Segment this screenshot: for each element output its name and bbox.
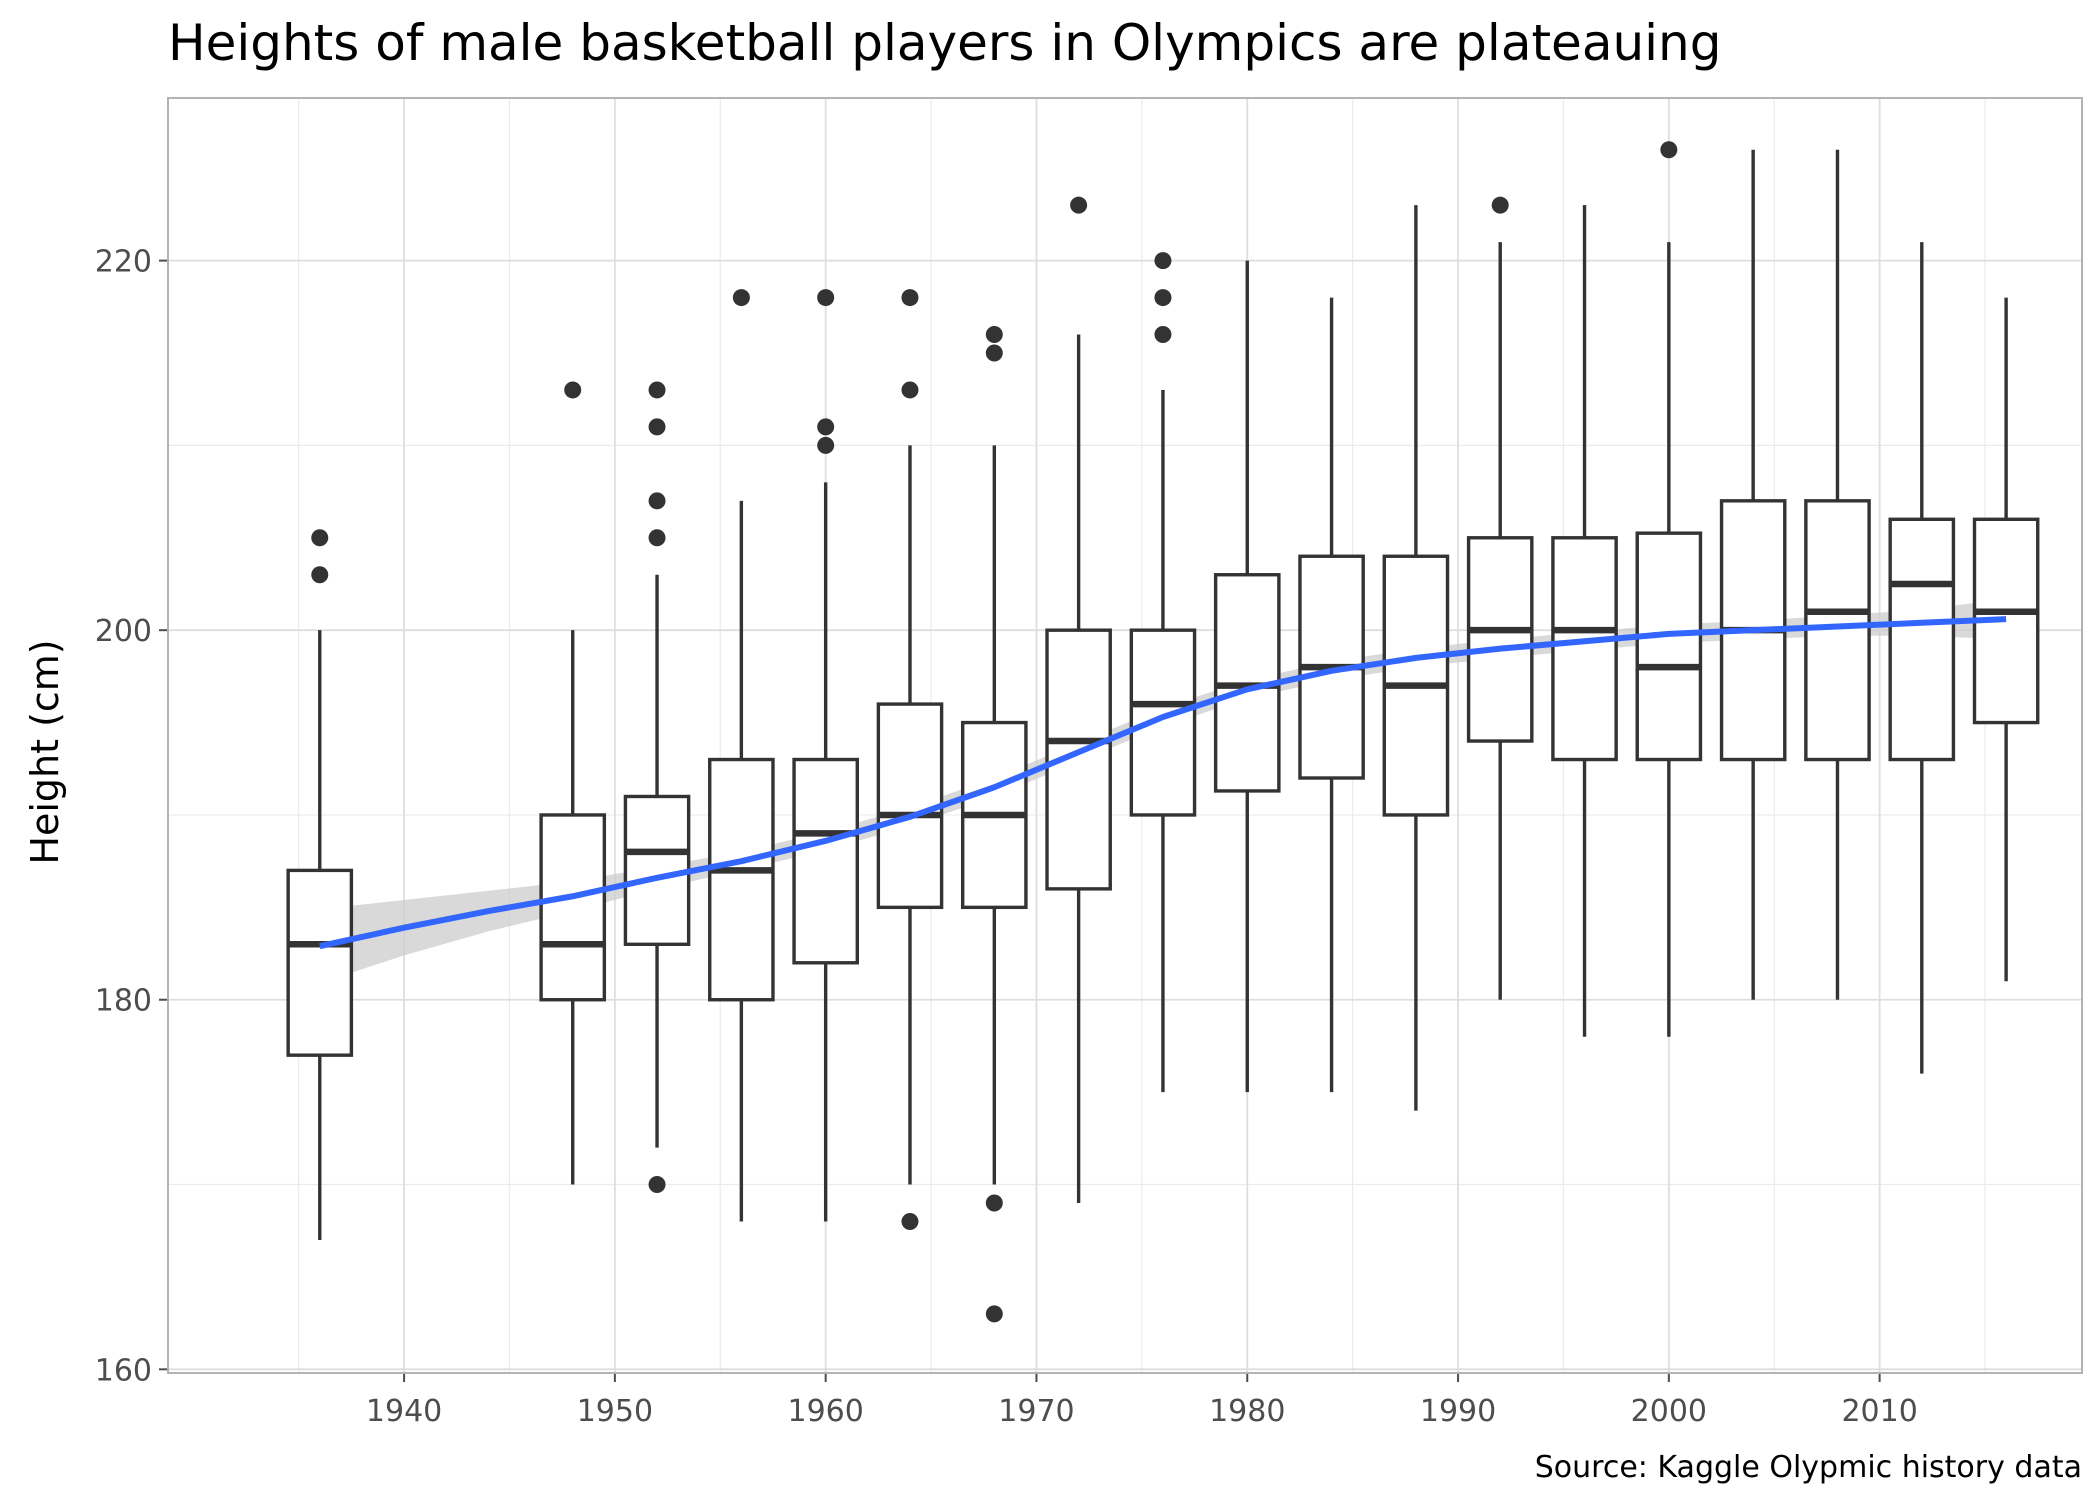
boxplot-2012 xyxy=(1888,242,1956,1074)
boxplot-1964 xyxy=(876,289,944,1230)
outlier-point xyxy=(648,418,666,436)
boxplot-1992 xyxy=(1466,196,1534,1000)
smooth-layer xyxy=(319,616,2007,950)
boxplot-2008 xyxy=(1804,149,1871,1000)
outlier-point xyxy=(985,326,1003,344)
boxplot-1956 xyxy=(708,289,775,1222)
box-iqr xyxy=(876,702,944,910)
x-tick-label: 1940 xyxy=(366,1394,442,1429)
outlier-point xyxy=(817,418,835,436)
y-tick-label: 200 xyxy=(95,614,152,649)
box-iqr xyxy=(708,757,775,1002)
outlier-point xyxy=(985,1194,1003,1212)
x-tick-label: 1970 xyxy=(998,1394,1074,1429)
y-axis-label: Height (cm) xyxy=(23,639,67,864)
boxplot-1936 xyxy=(286,529,354,1240)
box-iqr xyxy=(1129,628,1197,817)
outlier-point xyxy=(648,492,666,510)
axis-layer: 1940 1950 1960 1970 1980 1990 2000 2010 160 180 20… xyxy=(95,245,1918,1429)
box-iqr xyxy=(1551,536,1618,762)
outlier-point xyxy=(1660,141,1678,159)
outlier-point xyxy=(901,289,919,307)
x-tick-label: 1950 xyxy=(577,1394,653,1429)
boxplot-1952 xyxy=(623,381,691,1194)
boxplot-2000 xyxy=(1635,141,1703,1037)
outlier-point xyxy=(648,529,666,547)
x-tick-label: 2000 xyxy=(1631,1394,1707,1429)
box-iqr xyxy=(539,813,607,1002)
y-tick-label: 160 xyxy=(95,1353,152,1388)
plot-panel-border xyxy=(167,97,2083,1374)
outlier-point xyxy=(564,381,582,399)
box-iqr xyxy=(286,868,354,1057)
box-iqr xyxy=(1888,517,1956,762)
x-tick-label: 1990 xyxy=(1420,1394,1496,1429)
y-tick-label: 220 xyxy=(95,245,152,280)
outlier-point xyxy=(1154,326,1172,344)
x-tick-label: 1980 xyxy=(1209,1394,1285,1429)
y-tick-label: 180 xyxy=(95,984,152,1019)
box-iqr xyxy=(1466,536,1534,743)
outlier-point xyxy=(1154,289,1172,307)
outlier-point xyxy=(817,436,835,454)
chart-caption: Source: Kaggle Olypmic history data xyxy=(1535,1450,2082,1485)
boxplot-1996 xyxy=(1551,205,1618,1037)
smooth-trend-line xyxy=(319,616,2007,950)
box-iqr xyxy=(1635,531,1703,762)
boxplot-1948 xyxy=(539,381,607,1185)
outlier-point xyxy=(985,1305,1003,1323)
outlier-point xyxy=(648,381,666,399)
boxplot-1968 xyxy=(960,326,1028,1323)
outlier-point xyxy=(311,529,329,547)
chart-title: Heights of male basketball players in Ol… xyxy=(168,14,1721,72)
outlier-point xyxy=(1070,196,1088,214)
outlier-point xyxy=(985,344,1003,362)
outlier-point xyxy=(648,1176,666,1194)
x-tick-label: 2010 xyxy=(1841,1394,1917,1429)
outlier-point xyxy=(817,289,835,307)
outlier-point xyxy=(901,1212,919,1230)
outlier-point xyxy=(311,566,329,584)
outlier-point xyxy=(1491,196,1509,214)
box-iqr xyxy=(792,757,859,965)
boxplot-1960 xyxy=(792,289,859,1222)
outlier-point xyxy=(732,289,750,307)
x-tick-label: 1960 xyxy=(787,1394,863,1429)
outlier-point xyxy=(1154,252,1172,270)
boxplot-1988 xyxy=(1382,205,1450,1111)
outlier-point xyxy=(901,381,919,399)
box-layer xyxy=(286,141,2040,1323)
